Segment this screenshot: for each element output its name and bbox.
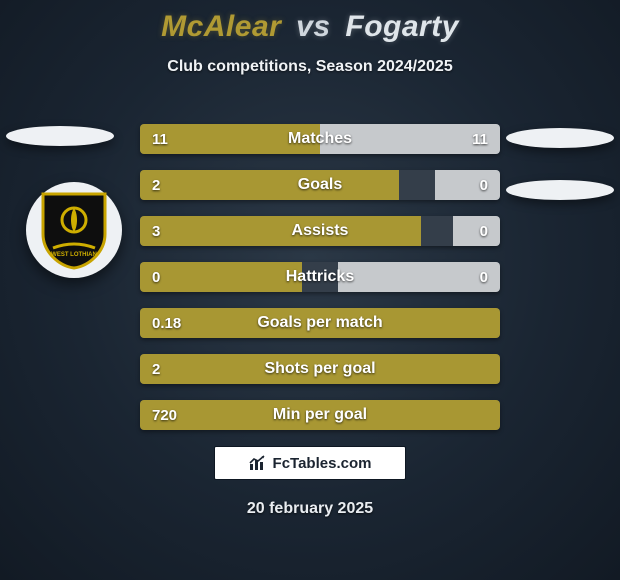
brand-box: FcTables.com <box>214 446 406 480</box>
bar-fill-right <box>338 262 500 292</box>
bar-fill-right <box>435 170 500 200</box>
stat-value-left: 2 <box>152 170 160 200</box>
stat-row: 0.18Goals per match <box>140 308 500 338</box>
stat-value-left: 11 <box>152 124 168 154</box>
stat-row: 20Goals <box>140 170 500 200</box>
bar-fill-left <box>140 262 302 292</box>
svg-text:WEST LOTHIAN: WEST LOTHIAN <box>51 252 97 258</box>
decor-ellipse-left <box>6 126 114 146</box>
subtitle: Club competitions, Season 2024/2025 <box>0 58 620 76</box>
bar-fill-left <box>140 400 500 430</box>
stat-value-right: 0 <box>480 170 488 200</box>
stat-row: 00Hattricks <box>140 262 500 292</box>
player1-name: McAlear <box>161 10 281 43</box>
stats-bars: 1111Matches20Goals30Assists00Hattricks0.… <box>140 124 500 446</box>
decor-ellipse-right <box>506 128 614 148</box>
bar-fill-left <box>140 308 500 338</box>
stat-row: 1111Matches <box>140 124 500 154</box>
vs-label: vs <box>296 10 330 43</box>
club-badge: WEST LOTHIAN <box>26 182 122 278</box>
stat-value-right: 0 <box>480 262 488 292</box>
bar-fill-left <box>140 354 500 384</box>
stat-value-left: 0 <box>152 262 160 292</box>
stat-row: 720Min per goal <box>140 400 500 430</box>
decor-ellipse-right2 <box>506 180 614 200</box>
bar-fill-right <box>453 216 500 246</box>
stat-value-right: 0 <box>480 216 488 246</box>
bar-fill-left <box>140 170 399 200</box>
stat-row: 30Assists <box>140 216 500 246</box>
bar-fill-left <box>140 216 421 246</box>
stat-value-left: 2 <box>152 354 160 384</box>
stat-value-left: 3 <box>152 216 160 246</box>
player2-name: Fogarty <box>345 10 459 43</box>
brand-text: FcTables.com <box>273 455 372 472</box>
comparison-title: McAlear vs Fogarty <box>0 0 620 44</box>
stat-row: 2Shots per goal <box>140 354 500 384</box>
footer-date: 20 february 2025 <box>0 500 620 518</box>
chart-icon <box>249 455 267 471</box>
stat-value-left: 720 <box>152 400 177 430</box>
shield-icon: WEST LOTHIAN <box>39 190 109 270</box>
stat-value-left: 0.18 <box>152 308 181 338</box>
stat-value-right: 11 <box>472 124 488 154</box>
